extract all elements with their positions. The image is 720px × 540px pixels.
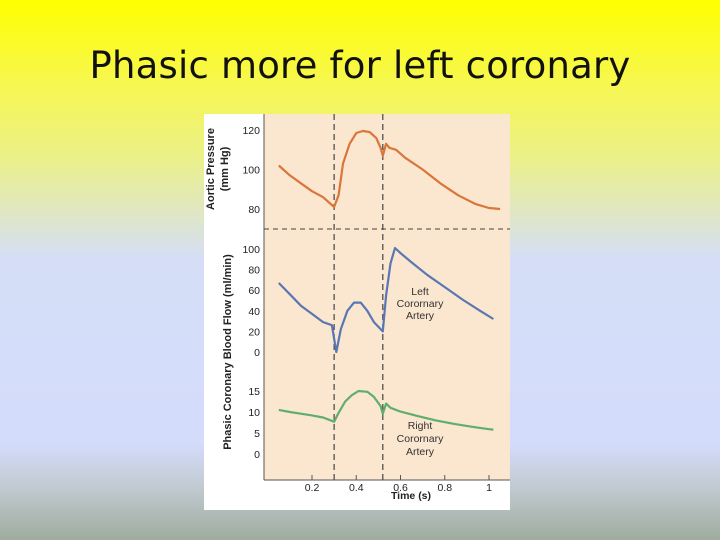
left-coronary-label-line: Left <box>411 286 429 298</box>
left-coronary-label-line: Corornary <box>397 298 444 310</box>
right-coronary-line <box>278 389 494 431</box>
right-flow-ytick-label: 10 <box>248 407 260 419</box>
right-coronary-label-line: Corornary <box>397 433 444 445</box>
slide-title: Phasic more for left coronary <box>89 44 631 87</box>
left-flow-ytick-label: 100 <box>242 244 260 256</box>
x-tick-label: 0.2 <box>305 482 320 494</box>
right-flow-ytick-label: 0 <box>254 449 260 461</box>
aortic-ylabel-line-2: (mm Hg) <box>219 146 231 191</box>
x-tick-label: 0.8 <box>437 482 452 494</box>
left-flow-ytick-label: 60 <box>248 285 260 297</box>
flow-ylabel: Phasic Coronary Blood Flow (ml/min) <box>222 254 234 450</box>
left-flow-ytick-label: 0 <box>254 347 260 359</box>
left-flow-ytick-label: 40 <box>248 306 260 318</box>
y-ticks: 120 100 80 100 80 60 40 20 0 15 10 5 0 <box>242 125 260 461</box>
right-flow-ytick-label: 15 <box>248 386 260 398</box>
x-tick-label: 1 <box>486 482 492 494</box>
aortic-pressure-line <box>278 129 501 211</box>
right-coronary-label-line: Artery <box>406 446 435 458</box>
right-coronary-label-line: Right <box>408 420 433 432</box>
aortic-ytick-label: 80 <box>248 204 260 216</box>
phasic-flow-chart: Time (s) Aortic Pressure (mm Hg) Phasic C… <box>204 114 510 510</box>
flow-ylabel-text: Phasic Coronary Blood Flow (ml/min) <box>222 254 234 450</box>
time-markers <box>333 114 384 480</box>
right-flow-ytick-label: 5 <box>254 428 260 440</box>
x-ticks: 0.2 0.4 0.6 0.8 1 <box>305 475 492 494</box>
left-flow-ytick-label: 80 <box>248 265 260 277</box>
aortic-ylabel: Aortic Pressure (mm Hg) <box>205 128 231 210</box>
aortic-ytick-label: 100 <box>242 165 260 177</box>
aortic-ytick-label: 120 <box>242 125 260 137</box>
aortic-ylabel-line-1: Aortic Pressure <box>205 128 217 210</box>
x-tick-label: 0.4 <box>349 482 364 494</box>
chart-canvas: Time (s) Aortic Pressure (mm Hg) Phasic C… <box>205 114 510 502</box>
left-coronary-label-line: Artery <box>406 310 435 322</box>
x-axis-title: Time (s) <box>391 490 431 502</box>
left-coronary-line <box>278 246 494 354</box>
left-flow-ytick-label: 20 <box>248 326 260 338</box>
x-tick-label: 0.6 <box>393 482 408 494</box>
series-lines <box>278 129 501 431</box>
